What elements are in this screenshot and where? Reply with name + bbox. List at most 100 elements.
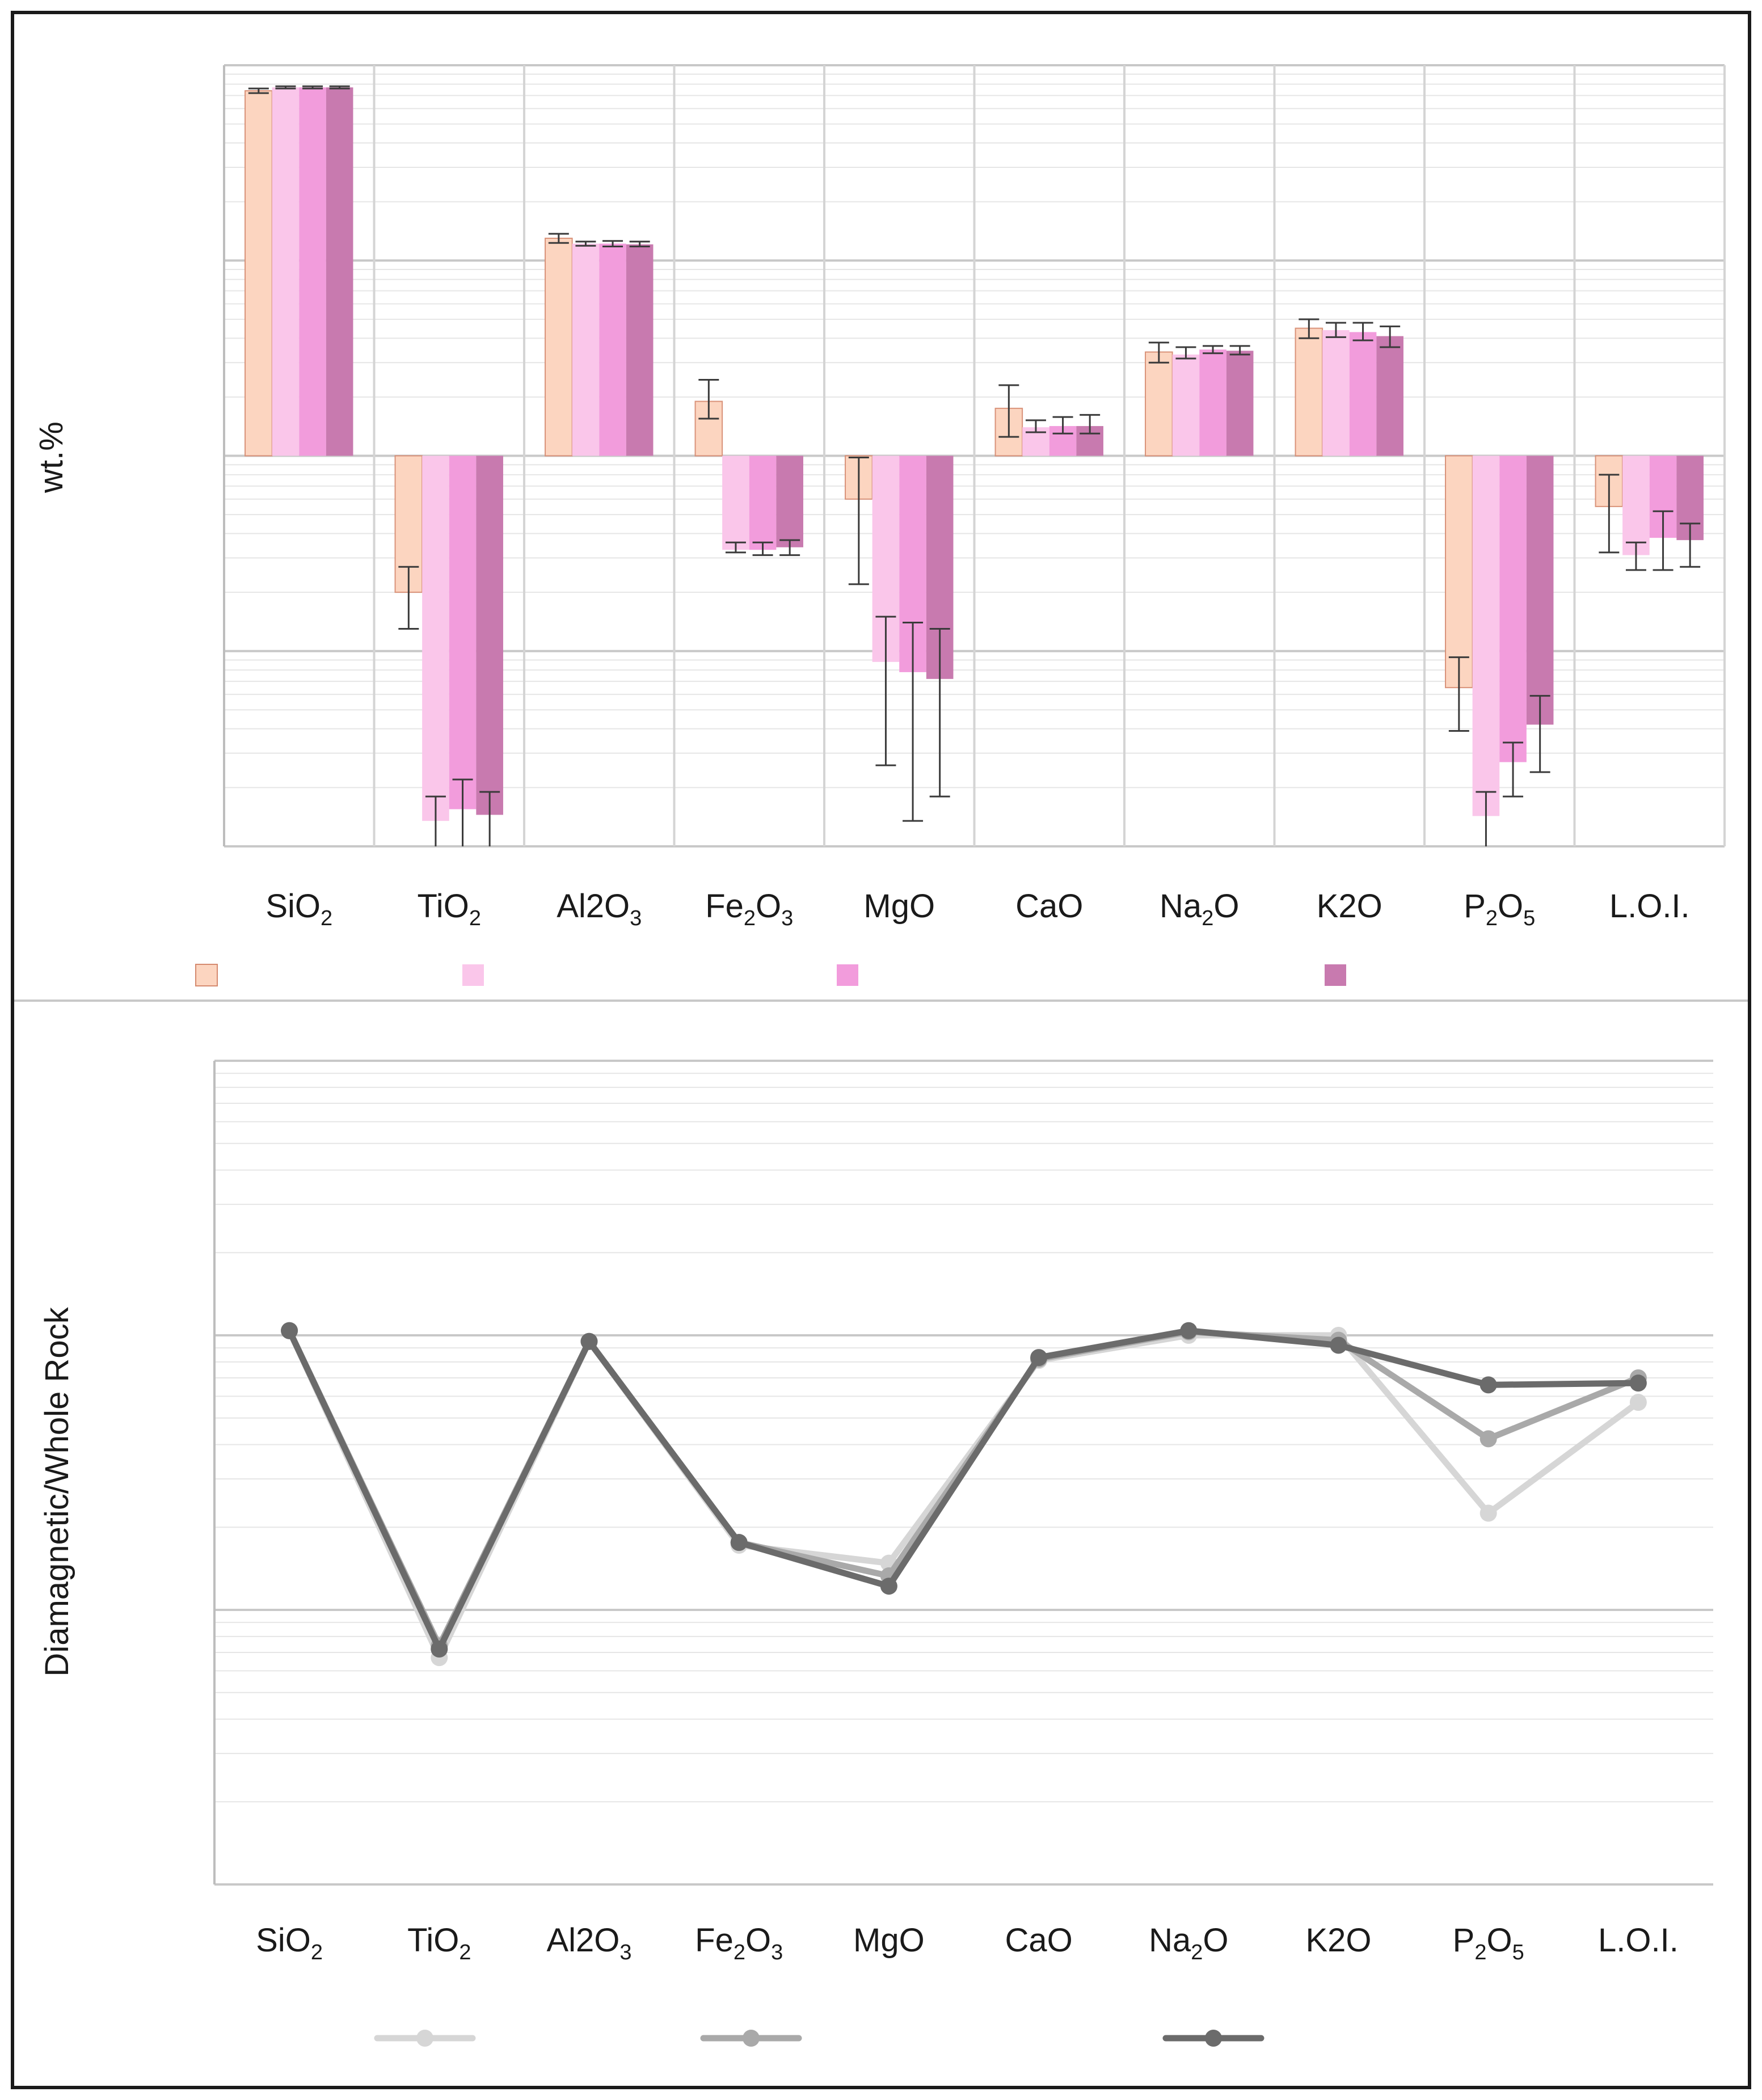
bar-x-tick-label: MgO [863, 888, 935, 925]
bar-x-tick-label: TiO2 [418, 888, 481, 930]
bar [1472, 456, 1500, 816]
bar-x-tick-label: K2O [1317, 888, 1382, 925]
series-point [730, 1534, 748, 1551]
bar [1295, 327, 1323, 457]
bar-x-tick-label-sub2: 5 [1523, 906, 1535, 930]
bar [1322, 330, 1350, 456]
bar-x-tick-label-base: TiO [418, 888, 469, 925]
bar-x-tick-label-sub: 2 [1486, 906, 1498, 930]
bar [422, 456, 449, 821]
line-x-tick-label-sub: 2 [734, 1941, 745, 1964]
bar-x-tick-label-sub: 2 [1202, 906, 1213, 930]
bar-x-tick-label-base: P [1464, 888, 1486, 925]
bar [1226, 351, 1254, 456]
line-x-tick-label: CaO [1005, 1922, 1072, 1959]
bar [245, 90, 273, 457]
line-x-tick-label-sub2: 3 [771, 1941, 783, 1964]
line-x-tick-label: Al2O3 [546, 1922, 631, 1964]
line-x-tick-label-base: L.O.I. [1598, 1922, 1679, 1959]
bar-chart-error-bars [248, 85, 1701, 846]
bar-x-tick-label-sub2: 3 [781, 906, 793, 930]
bar [299, 87, 326, 456]
series-line [286, 1327, 1642, 1652]
bar-chart-y-axis-label: wt.% [33, 421, 70, 494]
line-chart-x-tick-labels: SiO2 TiO2 Al2O3 Fe2O3 MgO CaO Na2O K2O P2O5 L.O.I… [256, 1922, 1679, 1964]
bar [545, 238, 573, 457]
bar [1349, 332, 1377, 456]
bar-x-tick-label: P2O5 [1464, 888, 1535, 930]
bar [449, 456, 477, 809]
outer-frame [11, 11, 1751, 2089]
bar [1145, 351, 1173, 457]
line-chart: SiO2 TiO2 Al2O3 Fe2O3 MgO CaO Na2O K2O P2O5 L.O.I… [39, 1060, 1713, 2047]
line-chart-legend [374, 2030, 1264, 2047]
line-chart-y-axis-label: Diamagnetic/Whole Rock [39, 1306, 75, 1676]
bar-chart-x-tick-labels: SiO2 TiO2 Al2O3 Fe2O3 MgO CaO Na2O K2O P2O5 L.O.I… [265, 888, 1689, 930]
bar-x-tick-label: Na2O [1160, 888, 1239, 930]
line-legend-marker [743, 2030, 760, 2047]
line-x-tick-label-base: SiO [256, 1922, 311, 1959]
series-point [1180, 1322, 1198, 1339]
bar [749, 456, 777, 550]
bar-chart: SiO2 TiO2 Al2O3 Fe2O3 MgO CaO Na2O K2O P2O5 L.O.I… [33, 64, 1726, 986]
bar [1526, 456, 1554, 725]
line-x-tick-label: P2O5 [1453, 1922, 1524, 1964]
line-x-tick-label: K2O [1305, 1922, 1371, 1959]
line-legend-marker [416, 2030, 433, 2047]
line-x-tick-label-base: CaO [1005, 1922, 1072, 1959]
line-x-tick-label-base: Na [1149, 1922, 1191, 1959]
line-x-tick-label-sub: 3 [619, 1941, 631, 1964]
bar-x-tick-label-sub: 2 [744, 906, 756, 930]
bar-legend-swatch [462, 964, 484, 986]
bar [326, 87, 353, 456]
bar-x-tick-label-sub: 2 [321, 906, 332, 930]
series-point [1629, 1374, 1647, 1392]
series-point [1479, 1504, 1497, 1522]
line-x-tick-label-base: P [1453, 1922, 1475, 1959]
bar [1499, 456, 1527, 762]
bar-x-tick-label-mid: O [1498, 888, 1523, 925]
bar-x-tick-label: L.O.I. [1609, 888, 1690, 925]
line-x-tick-label-base: MgO [853, 1922, 925, 1959]
line-x-tick-label: L.O.I. [1598, 1922, 1679, 1959]
bar [776, 456, 803, 547]
line-x-tick-label: Fe2O3 [695, 1922, 783, 1964]
bar [1172, 355, 1200, 456]
bar-x-tick-label-base: Fe [705, 888, 744, 925]
bar [1199, 349, 1226, 456]
bar-x-tick-label-base: Na [1160, 888, 1202, 925]
bar-x-tick-label-sub: 2 [469, 906, 481, 930]
line-x-tick-label: SiO2 [256, 1922, 323, 1964]
bar [626, 244, 654, 456]
series-point [431, 1641, 448, 1658]
line-x-tick-label-sub: 2 [1191, 1941, 1203, 1964]
line-legend-marker [1205, 2030, 1222, 2047]
bar-x-tick-label-base: MgO [863, 888, 935, 925]
bar-legend-swatch [195, 964, 218, 986]
bar [572, 243, 600, 456]
bar-legend-swatch [1325, 964, 1346, 986]
line-x-tick-label-sub: 2 [459, 1941, 471, 1964]
bar-x-tick-label-mid: O [1213, 888, 1239, 925]
bar-x-tick-label: Fe2O3 [705, 888, 793, 930]
series-point [1479, 1430, 1497, 1448]
bar-chart-bars [245, 87, 1704, 821]
bar [476, 456, 503, 815]
series-point [1330, 1336, 1347, 1354]
line-x-tick-label-mid: O [1486, 1922, 1512, 1959]
bar-legend-swatch [837, 964, 858, 986]
bar-x-tick-label-base: Al2O [557, 888, 630, 925]
bar-x-tick-label-sub: 3 [630, 906, 642, 930]
line-x-tick-label-base: Al2O [546, 1922, 619, 1959]
bar-chart-legend [195, 964, 1346, 986]
line-chart-series [281, 1322, 1647, 1667]
bar [1445, 455, 1473, 689]
bar [1376, 336, 1403, 456]
line-x-tick-label: MgO [853, 1922, 925, 1959]
bar-x-tick-label-base: CaO [1015, 888, 1083, 925]
line-x-tick-label-mid: O [1203, 1922, 1228, 1959]
series-point [281, 1322, 298, 1339]
series-point [880, 1578, 897, 1595]
series-point [1030, 1349, 1048, 1367]
